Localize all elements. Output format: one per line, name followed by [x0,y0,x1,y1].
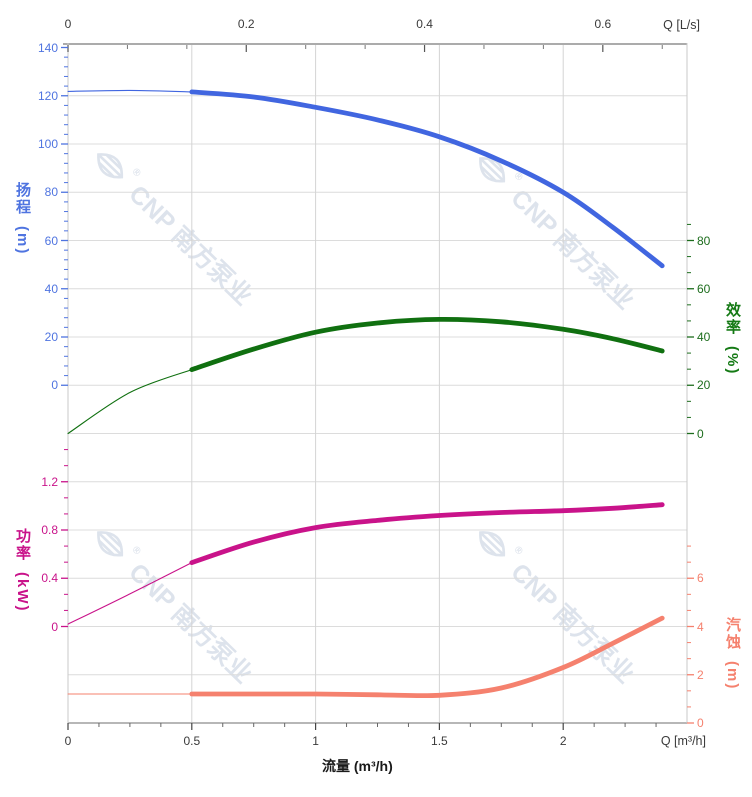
curve-head [189,89,665,269]
curve-npsh [189,615,665,699]
cnp-eye-logo-icon [97,530,124,557]
tick-label-bottom: 2 [559,734,567,748]
npsh-axis-title: 汽蚀(m) [724,617,741,691]
gridlines [68,43,687,723]
power-axis-title: 功率(kW) [14,528,31,613]
top-axis-unit-label: Q [L/s] [663,18,700,32]
tick-label-bottom: 0.5 [183,734,201,748]
flow-axis-label: 流量 (m³/h) [322,758,393,774]
tick-label-power: 0.4 [41,571,58,586]
tick-label-head: 100 [37,137,58,151]
tick-label-npsh: 6 [697,571,704,586]
tick-label-head: 120 [37,88,58,103]
tick-label-efficiency: 60 [697,281,711,296]
tick-label-head: 0 [51,378,58,393]
curve-power [189,502,665,565]
curve-efficiency [189,316,665,372]
tick-label-head: 20 [44,330,58,344]
curve-head-thin [67,89,193,93]
efficiency-axis-title: 效率(%) [724,302,741,376]
tick-label-power: 0.8 [41,523,58,537]
tick-label-npsh: 0 [697,716,704,730]
axis-ticks [61,45,694,730]
tick-label-efficiency: 0 [697,426,704,441]
tick-label-top: 0 [64,17,72,31]
tick-label-bottom: 1.5 [431,734,448,748]
cnp-watermark: ® CNP 南方泵业 [467,518,644,690]
tick-label-efficiency: 40 [697,330,711,344]
tick-label-head: 80 [44,185,58,200]
cnp-watermark: ® CNP 南方泵业 [85,140,262,312]
cnp-eye-logo-icon [479,530,506,557]
tick-label-top: 0.2 [237,17,255,31]
tick-label-head: 40 [44,281,58,296]
tick-label-npsh: 2 [697,667,704,682]
tick-label-head: 60 [44,233,58,248]
tick-label-power: 1.2 [41,474,58,489]
tick-label-bottom: 0 [64,734,72,748]
pump-curves [67,89,665,699]
tick-label-power: 0 [51,619,58,634]
tick-label-efficiency: 20 [697,378,711,393]
tick-label-npsh: 4 [697,619,704,634]
tick-label-efficiency: 80 [697,233,711,248]
curve-efficiency-thin [67,369,193,435]
cnp-watermark: ® CNP 南方泵业 [85,518,262,690]
axis-frame [63,43,688,724]
tick-label-top: 0.6 [594,17,612,31]
tick-label-bottom: 1 [312,734,319,748]
tick-label-top: 0.4 [416,17,433,31]
bottom-axis-unit-label: Q [m³/h] [660,734,706,748]
cnp-eye-logo-icon [97,152,124,179]
curve-power-thin [67,562,193,625]
head-axis-title: 扬程(m) [14,182,31,256]
tick-label-head: 140 [37,40,58,55]
